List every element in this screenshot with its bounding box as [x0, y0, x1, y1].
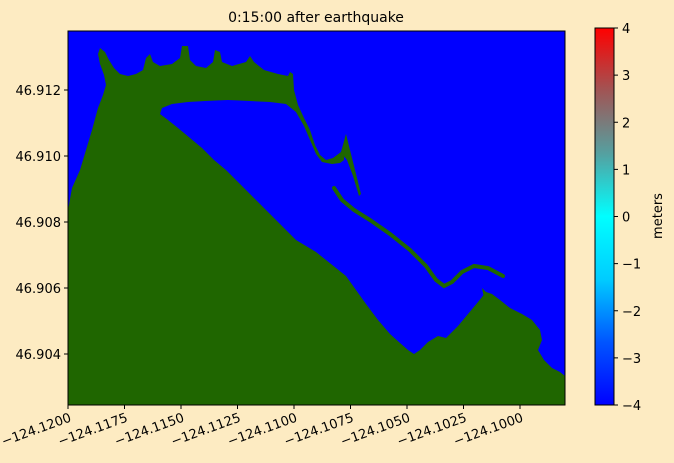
colorbar-tick-label: 0 — [622, 211, 630, 226]
colorbar-tick-label: 1 — [622, 163, 630, 178]
colorbar-tick-label: 2 — [622, 116, 630, 131]
plot-frame — [67, 30, 566, 406]
chart-title: 0:15:00 after earthquake — [228, 10, 404, 26]
colorbar-tick-label: 4 — [622, 22, 630, 37]
y-tick-label: 46.906 — [16, 282, 62, 297]
land-mass — [68, 46, 565, 405]
y-tick-label: 46.908 — [16, 216, 62, 231]
y-tick-label: 46.904 — [16, 348, 62, 363]
x-axis: −124.1200−124.1175−124.1150−124.1125−124… — [0, 405, 525, 450]
colorbar-tick-label: −4 — [622, 399, 641, 414]
colorbar-tick-label: −1 — [622, 258, 641, 273]
colorbar-tick-label: 3 — [622, 69, 630, 84]
colorbar: 4 3 2 1 0 −1 −2 −3 −4 meters — [594, 22, 666, 414]
y-axis: 46.904 46.906 46.908 46.910 46.912 — [16, 84, 68, 363]
colorbar-tick-label: −3 — [622, 352, 641, 367]
colorbar-gradient — [595, 28, 614, 405]
north-spit — [341, 134, 361, 196]
y-tick-label: 46.910 — [16, 150, 62, 165]
colorbar-ticks: 4 3 2 1 0 −1 −2 −3 −4 — [614, 22, 641, 414]
plot-area — [67, 30, 566, 406]
colorbar-label: meters — [651, 193, 666, 239]
land-point — [482, 288, 490, 300]
jetty — [332, 186, 505, 289]
colorbar-tick-label: −2 — [622, 305, 641, 320]
y-tick-label: 46.912 — [16, 84, 62, 99]
